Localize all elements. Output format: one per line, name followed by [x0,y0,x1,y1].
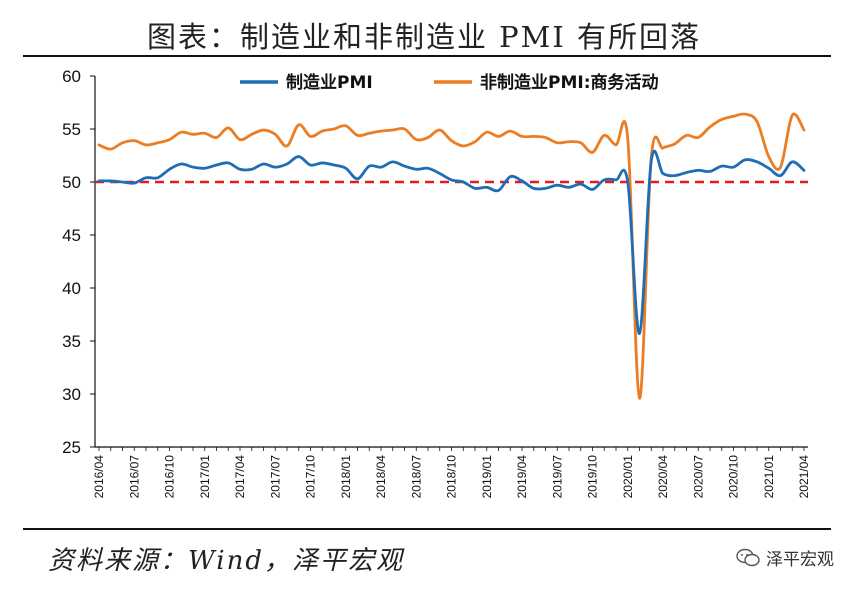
y-tick-label: 30 [62,385,81,404]
x-tick-label: 2020/01 [621,455,635,499]
x-tick-label: 2020/04 [656,455,670,499]
x-tick-label: 2019/01 [480,455,494,499]
x-tick-label: 2018/07 [409,455,423,499]
series-layer [97,112,806,400]
y-tick-label: 45 [62,226,81,245]
y-tick-label: 55 [62,120,81,139]
y-tick-label: 50 [62,173,81,192]
x-tick-label: 2016/10 [163,455,177,499]
legend-label: 非制造业PMI:商务活动 [480,72,659,93]
x-tick-label: 2018/04 [374,455,388,499]
x-tick-label: 2019/04 [515,455,529,499]
y-tick-label: 40 [62,279,81,298]
x-tick-label: 2017/04 [233,455,247,499]
x-tick-label: 2017/10 [304,455,318,499]
x-tick-label: 2019/10 [586,455,600,499]
bottom-rule [23,528,831,530]
x-tick-label: 2017/01 [198,455,212,499]
x-tick-label: 2020/07 [691,455,705,499]
x-tick-label: 2017/07 [268,455,282,499]
x-tick-label: 2018/10 [445,455,459,499]
x-tick-label: 2016/07 [127,455,141,499]
x-tick-label: 2016/04 [92,455,106,499]
wechat-icon [736,548,760,566]
x-tick-label: 2021/04 [797,455,811,499]
legend: 制造业PMI 非制造业PMI:商务活动 [240,72,659,93]
y-tick-label: 60 [62,67,81,86]
x-tick-label: 2018/01 [339,455,353,499]
x-tick-label: 2021/01 [762,455,776,499]
chart-title: 图表：制造业和非制造业 PMI 有所回落 [146,20,702,54]
y-tick-label: 35 [62,332,81,351]
x-tick-label: 2019/07 [550,455,564,499]
brand-watermark: 泽平宏观 [736,545,834,570]
pmi-line-chart: 25 30 35 40 45 50 55 60 2016/04 2016/07 2016/10 201… [62,67,811,498]
axes: 25 30 35 40 45 50 55 60 2016/04 2016/07 2016/10 201… [62,67,811,498]
series-line-manufacturing [97,149,806,335]
x-tick-label: 2020/10 [727,455,741,499]
top-rule [23,55,831,57]
source-note: 资料来源：Wind，泽平宏观 [48,546,404,576]
legend-label: 制造业PMI [286,72,373,93]
brand-label: 泽平宏观 [766,550,834,570]
series-line-nonmanufacturing [97,112,806,400]
y-tick-label: 25 [62,438,81,457]
